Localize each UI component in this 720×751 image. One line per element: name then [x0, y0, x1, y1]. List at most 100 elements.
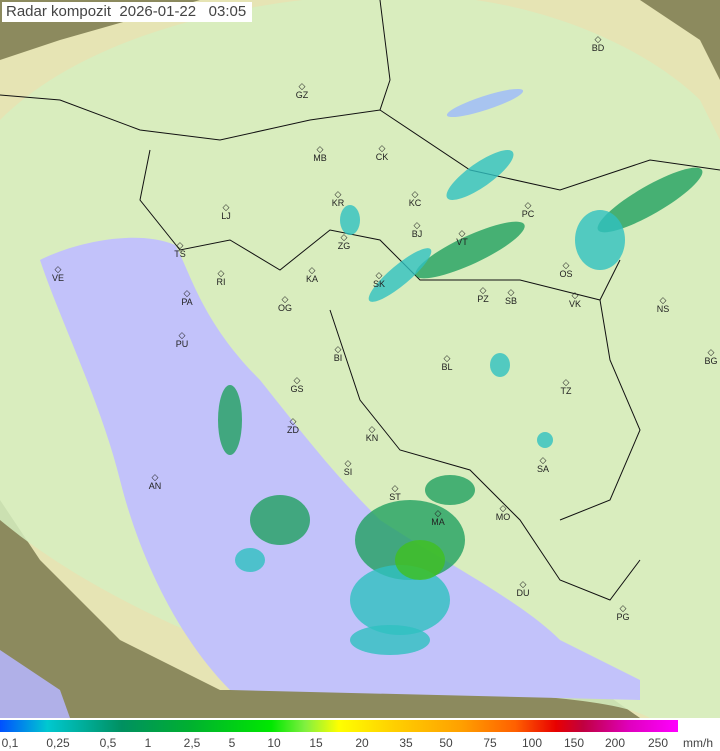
city-name: AN	[148, 481, 162, 491]
city-marker-icon: ◇	[222, 202, 230, 212]
city-label-bg: ◇ BG	[704, 347, 718, 367]
city-label-bj: ◇ BJ	[412, 221, 423, 240]
city-label-bi: ◇ BI	[333, 345, 343, 364]
city-marker-icon: ◇	[499, 503, 507, 513]
time: 03:05	[208, 3, 247, 20]
city-label-pa: ◇ PA	[181, 289, 193, 308]
city-label-og: ◇ OG	[278, 295, 292, 314]
legend-tick: 1	[144, 736, 152, 750]
precipitation-echo	[575, 210, 625, 270]
sea-south-west	[0, 650, 70, 718]
precipitation-echo	[537, 432, 553, 448]
precipitation-echo	[446, 150, 514, 200]
precipitation-echoes	[218, 150, 703, 655]
city-marker-icon: ◇	[411, 189, 419, 199]
city-marker-icon: ◇	[151, 472, 159, 482]
city-label-kr: ◇ KR	[331, 189, 345, 209]
city-name: CK	[375, 152, 389, 162]
city-label-ri: ◇ RI	[217, 268, 226, 288]
city-name: TZ	[560, 386, 572, 396]
city-marker-icon: ◇	[316, 144, 324, 154]
legend-tick: 100	[521, 736, 543, 750]
legend-tick: 2,5	[183, 736, 201, 750]
city-label-ma: ◇ MA	[431, 508, 445, 528]
city-marker-icon: ◇	[54, 264, 62, 274]
legend-tick: 250	[647, 736, 669, 750]
city-name: BL	[441, 362, 453, 372]
city-label-ts: ◇ TS	[174, 241, 186, 260]
city-marker-icon: ◇	[507, 287, 515, 297]
city-marker-icon: ◇	[289, 416, 297, 426]
city-label-si: ◇ SI	[343, 458, 353, 478]
legend-tick: 150	[563, 736, 585, 750]
city-marker-icon: ◇	[562, 260, 570, 270]
precipitation-echo	[350, 565, 450, 635]
city-label-gz: ◇ GZ	[296, 82, 309, 101]
legend-tick: 15	[309, 736, 323, 750]
city-label-pz: ◇ PZ	[477, 285, 489, 305]
city-marker-icon: ◇	[391, 483, 399, 493]
precipitation-echo	[340, 205, 360, 235]
city-name: MB	[313, 153, 327, 163]
city-marker-icon: ◇	[619, 603, 627, 613]
city-label-pg: ◇ PG	[616, 603, 629, 623]
city-label-pc: ◇ PC	[522, 200, 535, 220]
city-marker-icon: ◇	[293, 375, 301, 385]
city-label-tz: ◇ TZ	[560, 378, 572, 397]
city-name: SI	[343, 467, 353, 477]
city-name: MA	[431, 517, 445, 527]
city-marker-icon: ◇	[308, 265, 316, 275]
city-name: ST	[389, 492, 401, 502]
legend-tick: 75	[483, 736, 497, 750]
city-name: BG	[704, 356, 718, 366]
city-label-gs: ◇ GS	[290, 375, 303, 395]
city-label-kn: ◇ KN	[366, 425, 379, 444]
city-name: SA	[536, 464, 550, 474]
legend-tick: 35	[399, 736, 413, 750]
city-label-st: ◇ ST	[389, 483, 401, 503]
precipitation-echo	[597, 167, 703, 233]
city-marker-icon: ◇	[334, 189, 342, 199]
city-label-ns: ◇ NS	[657, 296, 670, 315]
precipitation-echo	[415, 221, 525, 279]
city-marker-icon: ◇	[479, 285, 487, 295]
city-marker-icon: ◇	[217, 268, 225, 278]
city-name: MO	[495, 512, 511, 522]
city-marker-icon: ◇	[707, 347, 715, 357]
precipitation-echo	[350, 625, 430, 655]
city-label-zg: ◇ ZG	[338, 233, 351, 252]
city-name: BI	[333, 353, 343, 363]
city-marker-icon: ◇	[594, 34, 602, 44]
precipitation-echo	[235, 548, 265, 572]
city-marker-icon: ◇	[434, 508, 442, 518]
city-marker-icon: ◇	[524, 200, 532, 210]
city-marker-icon: ◇	[344, 458, 352, 468]
city-marker-icon: ◇	[571, 290, 579, 300]
map-title: Radar kompozit 2026-01-22 03:05	[2, 2, 253, 22]
city-name: PZ	[477, 294, 489, 304]
city-name: KR	[331, 198, 345, 208]
city-label-an: ◇ AN	[148, 472, 162, 492]
adriatic-sea	[40, 237, 640, 700]
city-name: BD	[591, 43, 605, 53]
city-label-os: ◇ OS	[559, 260, 572, 280]
legend-tick: 0,5	[99, 736, 117, 750]
city-marker-icon: ◇	[378, 143, 386, 153]
city-label-ka: ◇ KA	[305, 265, 319, 285]
city-label-bd: ◇ BD	[591, 34, 605, 54]
city-marker-icon: ◇	[178, 330, 186, 340]
city-label-vt: ◇ VT	[456, 229, 468, 248]
legend-tick: 10	[267, 736, 281, 750]
city-name: PA	[181, 297, 193, 307]
precipitation-echo	[218, 385, 242, 455]
city-label-ve: ◇ VE	[52, 264, 64, 284]
precipitation-echo	[368, 248, 432, 302]
precipitation-echo	[425, 475, 475, 505]
city-label-kc: ◇ KC	[409, 189, 422, 209]
legend-color-bar	[0, 720, 678, 732]
city-label-du: ◇ DU	[517, 580, 530, 599]
city-name: KA	[305, 274, 319, 284]
city-marker-icon: ◇	[443, 353, 451, 363]
legend-tick: 5	[228, 736, 236, 750]
